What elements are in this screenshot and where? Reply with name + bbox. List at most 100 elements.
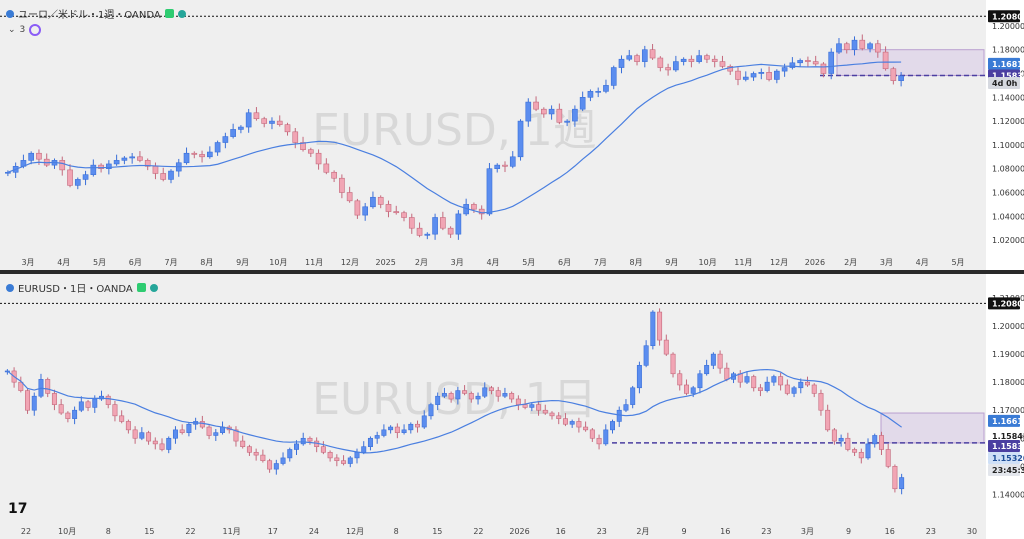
candle-body (874, 43, 881, 53)
candle-body (587, 91, 594, 98)
x-tick-label: 8 (394, 527, 399, 536)
weekly-sub: ⌄ 3 (8, 24, 42, 36)
candle-body (641, 49, 648, 62)
candle-body (710, 353, 716, 366)
x-tick-label: 7月 (594, 258, 607, 267)
high-price-badge (988, 10, 1020, 23)
candle-body (569, 421, 575, 425)
candle-body (267, 460, 273, 470)
candle-body (90, 164, 97, 175)
candle-body (797, 60, 803, 64)
chevron-down-icon[interactable]: ⌄ (8, 25, 16, 35)
candle-body (549, 412, 555, 417)
x-tick-label: 16 (885, 527, 895, 536)
y-tick-label: 1.14000 (992, 93, 1024, 102)
indicator-ring-icon[interactable] (29, 24, 42, 36)
tradingview-logo-icon[interactable]: 17 (8, 501, 28, 517)
candle-body (144, 160, 151, 167)
candle-body (246, 446, 252, 453)
candle-body (882, 51, 889, 70)
candle-body (462, 390, 468, 394)
x-tick-label: 12月 (770, 258, 788, 267)
candle-body (564, 120, 570, 123)
weekly-chart-svg[interactable]: EURUSD, 1週1.200001.180001.160001.140001.… (0, 0, 1024, 270)
x-tick-label: 12月 (341, 258, 359, 267)
candle-body (529, 404, 535, 408)
candle-body (735, 70, 741, 80)
candle-body (25, 390, 31, 411)
daily-chart-pane[interactable]: EURUSD, 1日1.210001.200001.190001.180001.… (0, 274, 1024, 539)
candle-body (168, 170, 174, 180)
candle-body (18, 381, 24, 391)
candle-body (424, 233, 431, 236)
candle-body (791, 387, 797, 394)
candle-body (253, 112, 260, 120)
candle-body (859, 39, 866, 49)
x-tick-label: 17 (268, 527, 278, 536)
candle-body (533, 101, 539, 110)
weekly-chart-pane[interactable]: EURUSD, 1週1.200001.180001.160001.140001.… (0, 0, 1024, 270)
candle-body (482, 387, 488, 397)
candle-body (471, 204, 477, 210)
candle-body (744, 376, 750, 383)
candle-body (300, 142, 306, 150)
candle-body (59, 160, 66, 171)
candle-body (616, 409, 622, 422)
x-tick-label: 22 (473, 527, 483, 536)
candle-body (421, 415, 427, 428)
candle-body (845, 437, 851, 450)
candle-body (67, 169, 73, 186)
candle-body (214, 142, 221, 153)
candle-body (603, 429, 609, 445)
x-tick-label: 2月 (415, 258, 428, 267)
candle-body (440, 217, 446, 229)
candle-body (315, 152, 322, 165)
candle-body (125, 421, 131, 431)
candle-body (711, 58, 718, 62)
candle-body (139, 432, 145, 439)
candle-body (665, 67, 671, 71)
candle-body (92, 398, 98, 408)
candle-body (724, 367, 730, 380)
candle-body (300, 437, 306, 445)
candle-body (334, 457, 340, 462)
status-icon[interactable] (136, 283, 146, 292)
x-tick-label: 10月 (699, 258, 717, 267)
pane-divider[interactable] (0, 270, 1024, 274)
candle-body (401, 429, 407, 433)
candle-body (269, 120, 275, 124)
candle-body (346, 192, 353, 202)
candle-body (112, 404, 118, 417)
candle-body (475, 395, 481, 400)
candle-body (630, 387, 636, 405)
candle-body (696, 55, 702, 62)
candle-body (31, 395, 37, 411)
candle-body (670, 353, 676, 375)
market-open-icon (149, 283, 158, 292)
timer-badge (988, 464, 1020, 476)
x-tick-label: 22 (185, 527, 195, 536)
x-tick-label: 2026 (509, 527, 529, 536)
candle-body (166, 437, 172, 450)
candle-body (287, 449, 293, 459)
status-icon[interactable] (164, 9, 174, 18)
candle-body (649, 49, 656, 59)
candle-body (778, 376, 784, 386)
candle-body (260, 454, 266, 462)
candle-body (374, 435, 380, 439)
candle-body (898, 75, 904, 81)
candle-body (206, 426, 212, 436)
candle-body (757, 387, 763, 391)
candle-body (486, 168, 493, 215)
candle-body (583, 426, 589, 431)
candle-body (540, 108, 547, 115)
candle-body (618, 58, 625, 68)
candle-body (106, 163, 112, 170)
x-tick-label: 10月 (58, 527, 76, 536)
daily-chart-svg[interactable]: EURUSD, 1日1.210001.200001.190001.180001.… (0, 274, 1024, 539)
candle-body (502, 164, 508, 167)
candle-body (455, 213, 462, 235)
candle-body (51, 393, 57, 405)
candle-body (798, 381, 804, 389)
candle-body (213, 432, 219, 436)
